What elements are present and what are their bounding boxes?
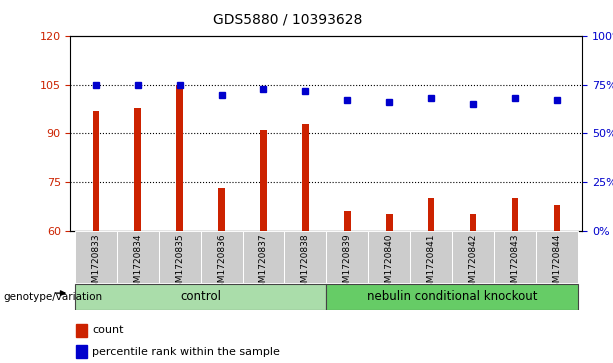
Bar [494, 231, 536, 283]
Bar [470, 214, 476, 231]
Bar [284, 231, 327, 283]
Bar [243, 231, 284, 283]
Text: GSM1720840: GSM1720840 [385, 233, 394, 294]
Bar [159, 231, 200, 283]
Bar [261, 130, 267, 231]
Text: control: control [180, 290, 221, 303]
Text: GSM1720844: GSM1720844 [553, 233, 562, 294]
Bar [327, 231, 368, 283]
Bar [345, 211, 351, 231]
Bar [200, 231, 243, 283]
Bar [93, 111, 99, 231]
Bar [134, 107, 141, 231]
Text: nebulin conditional knockout: nebulin conditional knockout [367, 290, 538, 303]
Text: GSM1720839: GSM1720839 [343, 233, 352, 294]
Bar [428, 198, 435, 231]
Text: GSM1720835: GSM1720835 [175, 233, 184, 294]
Bar [452, 231, 494, 283]
Text: GSM1720838: GSM1720838 [301, 233, 310, 294]
Bar [368, 231, 410, 283]
Bar [177, 85, 183, 231]
Bar [327, 284, 578, 310]
Bar [554, 205, 560, 231]
Bar [75, 284, 327, 310]
Bar [536, 231, 578, 283]
Text: count: count [92, 326, 123, 335]
Text: GSM1720837: GSM1720837 [259, 233, 268, 294]
Bar [386, 214, 392, 231]
Bar [410, 231, 452, 283]
Text: percentile rank within the sample: percentile rank within the sample [92, 347, 280, 357]
Bar [75, 345, 87, 358]
Bar [302, 124, 308, 231]
Bar [512, 198, 519, 231]
Bar [75, 231, 116, 283]
Bar [218, 188, 225, 231]
Text: GSM1720841: GSM1720841 [427, 233, 436, 294]
Text: genotype/variation: genotype/variation [3, 291, 102, 302]
Text: GDS5880 / 10393628: GDS5880 / 10393628 [213, 13, 363, 27]
Bar [75, 324, 87, 337]
Text: GSM1720843: GSM1720843 [511, 233, 520, 294]
Text: GSM1720836: GSM1720836 [217, 233, 226, 294]
Text: GSM1720834: GSM1720834 [133, 233, 142, 294]
Text: GSM1720833: GSM1720833 [91, 233, 100, 294]
Bar [116, 231, 159, 283]
Text: GSM1720842: GSM1720842 [469, 233, 478, 294]
